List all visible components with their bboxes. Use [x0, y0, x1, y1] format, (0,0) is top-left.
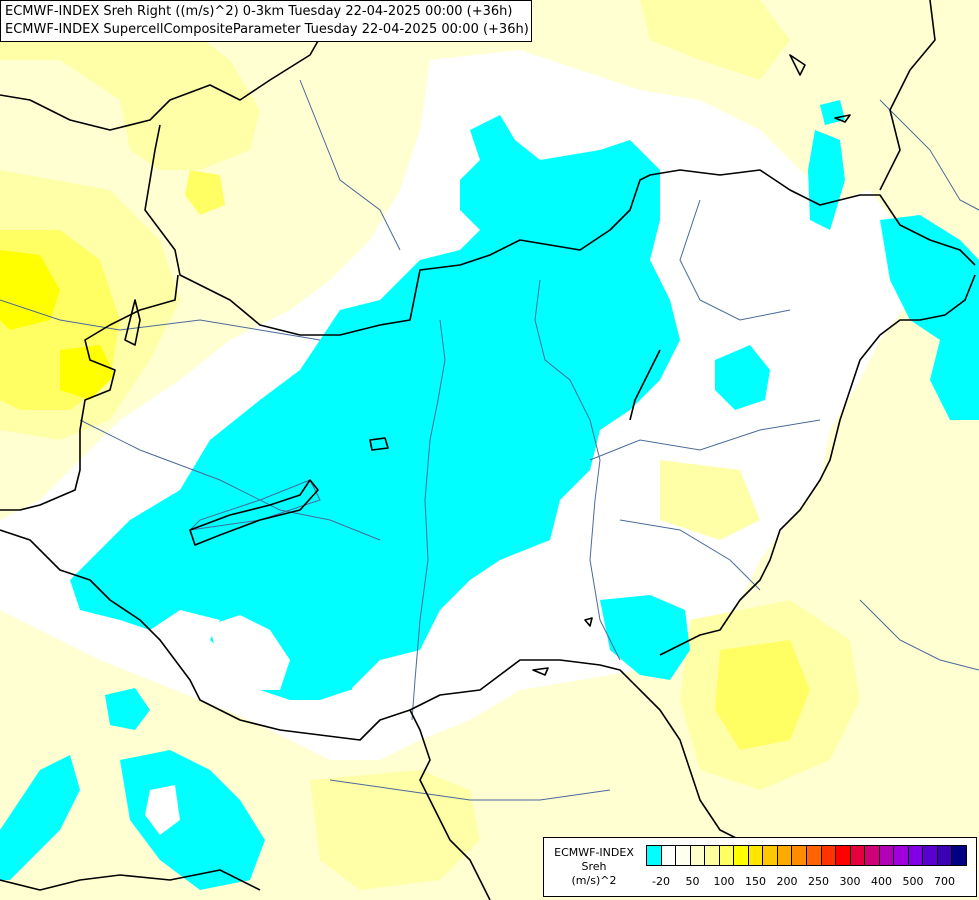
title-line-1: ECMWF-INDEX Sreh Right ((m/s)^2) 0-3km T…: [5, 4, 513, 19]
title-line-2: ECMWF-INDEX SupercellCompositeParameter …: [5, 22, 529, 37]
legend-tick-label: 100: [713, 875, 735, 888]
legend-swatch: [704, 845, 720, 866]
rivers: [0, 79, 979, 801]
white-holes: [145, 615, 290, 835]
legend-swatches: [646, 845, 968, 866]
legend-swatch: [849, 845, 866, 866]
legend-swatch: [689, 845, 706, 866]
cyan-regions: [0, 100, 979, 890]
legend-swatch: [660, 845, 677, 866]
legend-variable: Sreh: [581, 860, 607, 873]
legend-tick-label: 150: [745, 875, 766, 888]
legend-swatch: [718, 845, 735, 866]
legend-tick-label: 200: [776, 875, 798, 888]
legend-model: ECMWF-INDEX: [554, 846, 634, 859]
legend-swatch: [646, 845, 662, 866]
legend-swatch: [835, 845, 851, 866]
legend-swatch: [820, 845, 837, 866]
legend-tick-label: 50: [685, 875, 700, 888]
core-yellow-regions: [0, 250, 115, 400]
legend-tick-label: 300: [839, 875, 861, 888]
legend-tick-label: -20: [652, 875, 670, 888]
legend-tick-label: 500: [902, 875, 924, 888]
legend-swatch: [951, 845, 968, 866]
legend-title: ECMWF-INDEX Sreh (m/s)^2: [546, 846, 642, 888]
legend-swatch: [762, 845, 778, 866]
legend-unit: (m/s)^2: [571, 874, 617, 887]
legend-swatch: [922, 845, 938, 866]
legend-swatch: [747, 845, 764, 866]
legend-swatch: [864, 845, 880, 866]
title-box: ECMWF-INDEX Sreh Right ((m/s)^2) 0-3km T…: [0, 0, 532, 42]
legend-tick-label: 250: [808, 875, 829, 888]
legend-tick-label: 400: [871, 875, 892, 888]
legend-swatch: [675, 845, 691, 866]
legend-swatch: [806, 845, 822, 866]
legend-tick-label: 700: [934, 875, 955, 888]
legend-swatch: [936, 845, 953, 866]
legend-swatch: [907, 845, 924, 866]
legend-swatch: [791, 845, 808, 866]
legend-swatch: [893, 845, 909, 866]
legend-swatch: [878, 845, 895, 866]
legend-swatch: [776, 845, 793, 866]
color-legend: ECMWF-INDEX Sreh (m/s)^2 -20 50 100 150 200 2…: [543, 837, 977, 897]
legend-swatch: [733, 845, 749, 866]
